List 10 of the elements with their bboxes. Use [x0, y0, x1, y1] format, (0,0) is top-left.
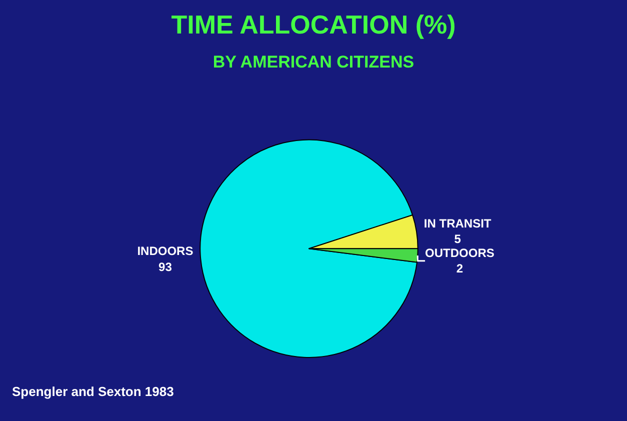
chart-subtitle: BY AMERICAN CITIZENS [212, 52, 414, 72]
slice-label: OUTDOORS [425, 246, 494, 260]
data-label: 2 [456, 262, 464, 276]
data-label: 93 [158, 260, 172, 274]
slice-label: IN TRANSIT [424, 216, 492, 230]
pie-slice [200, 139, 418, 358]
chart-title: TIME ALLOCATION (%) [171, 10, 456, 40]
text: Spengler and Sexton 1983 [12, 384, 174, 399]
slice-label: INDOORS [137, 244, 194, 258]
data-label: 5 [454, 232, 462, 246]
